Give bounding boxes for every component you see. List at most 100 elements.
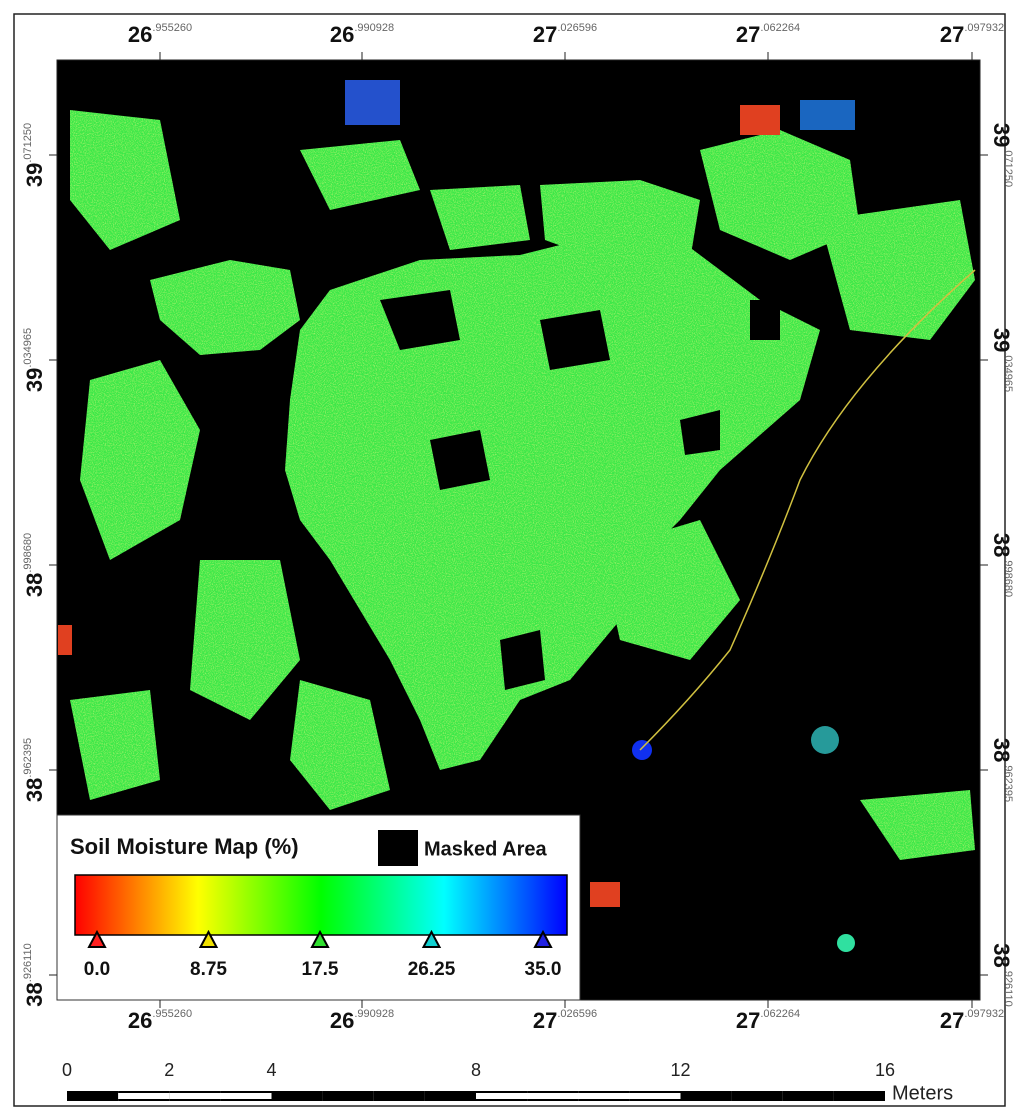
legend-tick-label: 8.75 bbox=[190, 959, 227, 980]
scale-tick-label: 8 bbox=[471, 1060, 481, 1080]
coord-fraction: .097932 bbox=[964, 1008, 1004, 1020]
coord-text: 26.955260 bbox=[128, 22, 192, 47]
coord-label: 26.955260 bbox=[128, 22, 192, 47]
legend-tick-label: 0.0 bbox=[84, 959, 110, 980]
coord-text: 27.062264 bbox=[736, 22, 800, 47]
coord-fraction: .026596 bbox=[557, 22, 597, 34]
coord-label: 26.990928 bbox=[330, 22, 394, 47]
coord-label: 38.962395 bbox=[22, 738, 47, 802]
coord-degree: 38 bbox=[22, 778, 47, 802]
scale-segment-light bbox=[220, 1093, 271, 1099]
coord-label: 39.071250 bbox=[22, 123, 47, 187]
coord-degree: 27 bbox=[940, 22, 964, 47]
coord-fraction: .071250 bbox=[22, 123, 34, 163]
coord-degree: 38 bbox=[989, 738, 1014, 762]
coord-text: 38.926110 bbox=[22, 943, 47, 1006]
legend-tick-label: 35.0 bbox=[525, 959, 562, 980]
coord-label: 39.034965 bbox=[989, 328, 1014, 392]
coord-degree: 39 bbox=[989, 123, 1014, 147]
coord-fraction: .071250 bbox=[1002, 147, 1014, 187]
coord-text: 27.062264 bbox=[736, 1008, 800, 1033]
coord-fraction: .062264 bbox=[760, 22, 800, 34]
coord-fraction: .926110 bbox=[22, 943, 34, 982]
coord-text: 38.998680 bbox=[989, 533, 1014, 597]
coord-text: 39.034965 bbox=[989, 328, 1014, 392]
coord-degree: 39 bbox=[22, 163, 47, 187]
scale-tick-label: 0 bbox=[62, 1060, 72, 1080]
coord-text: 39.034965 bbox=[22, 328, 47, 392]
legend-tick-label: 26.25 bbox=[408, 959, 456, 980]
coord-text: 26.955260 bbox=[128, 1008, 192, 1033]
coord-label: 27.097932 bbox=[940, 22, 1004, 47]
coord-degree: 27 bbox=[533, 22, 557, 47]
coord-label: 38.962395 bbox=[989, 738, 1014, 802]
legend-title: Soil Moisture Map (%) bbox=[70, 834, 299, 859]
coord-label: 39.071250 bbox=[989, 123, 1014, 187]
coord-fraction: .990928 bbox=[354, 1008, 394, 1020]
coord-degree: 27 bbox=[736, 1008, 760, 1033]
coord-text: 38.926110 bbox=[989, 943, 1014, 1006]
coord-text: 39.071250 bbox=[989, 123, 1014, 187]
scale-segment bbox=[425, 1091, 476, 1101]
coord-degree: 26 bbox=[128, 1008, 152, 1033]
coord-degree: 39 bbox=[22, 368, 47, 392]
coord-label: 27.026596 bbox=[533, 22, 597, 47]
coord-degree: 27 bbox=[940, 1008, 964, 1033]
coord-degree: 26 bbox=[330, 22, 354, 47]
coord-fraction: .034965 bbox=[22, 328, 34, 368]
scale-segment bbox=[732, 1091, 783, 1101]
coord-label: 38.926110 bbox=[989, 943, 1014, 1006]
scale-segment bbox=[834, 1091, 885, 1101]
scale-unit: Meters bbox=[892, 1082, 953, 1104]
scale-tick-label: 2 bbox=[164, 1060, 174, 1080]
color-bar bbox=[75, 875, 567, 935]
legend-tick-label: 17.5 bbox=[302, 959, 339, 980]
coord-label: 26.990928 bbox=[330, 1008, 394, 1033]
coord-label: 27.062264 bbox=[736, 1008, 800, 1033]
scale-segment bbox=[272, 1091, 323, 1101]
coord-fraction: .998680 bbox=[22, 533, 34, 573]
coord-label: 26.955260 bbox=[128, 1008, 192, 1033]
coord-text: 27.097932 bbox=[940, 22, 1004, 47]
coord-degree: 38 bbox=[989, 533, 1014, 557]
coord-label: 27.062264 bbox=[736, 22, 800, 47]
coord-text: 39.071250 bbox=[22, 123, 47, 187]
coord-text: 27.026596 bbox=[533, 1008, 597, 1033]
coord-text: 38.998680 bbox=[22, 533, 47, 597]
scale-segment bbox=[374, 1091, 425, 1101]
coord-fraction: .034965 bbox=[1002, 352, 1014, 392]
coord-degree: 38 bbox=[989, 943, 1014, 967]
coord-label: 39.034965 bbox=[22, 328, 47, 392]
coord-label: 38.998680 bbox=[989, 533, 1014, 597]
coord-degree: 38 bbox=[22, 573, 47, 597]
scale-segment bbox=[783, 1091, 834, 1101]
coord-fraction: .062264 bbox=[760, 1008, 800, 1020]
masked-label: Masked Area bbox=[424, 838, 548, 860]
coord-text: 27.097932 bbox=[940, 1008, 1004, 1033]
coord-fraction: .962395 bbox=[22, 738, 34, 778]
coord-degree: 39 bbox=[989, 328, 1014, 352]
map-figure: Soil Moisture Map (%) Masked Area 26.955… bbox=[0, 0, 1019, 1113]
scale-segment-light bbox=[476, 1093, 681, 1099]
coord-fraction: .962395 bbox=[1002, 762, 1014, 802]
scale-tick-label: 12 bbox=[670, 1060, 690, 1080]
coord-label: 38.926110 bbox=[22, 943, 47, 1006]
coord-fraction: .998680 bbox=[1002, 557, 1014, 597]
scale-segment-light bbox=[118, 1093, 169, 1099]
coord-text: 26.990928 bbox=[330, 1008, 394, 1033]
coord-label: 38.998680 bbox=[22, 533, 47, 597]
scale-segment bbox=[67, 1091, 118, 1101]
coord-text: 38.962395 bbox=[22, 738, 47, 802]
masked-swatch bbox=[378, 830, 418, 866]
scale-tick-label: 16 bbox=[875, 1060, 895, 1080]
coord-text: 26.990928 bbox=[330, 22, 394, 47]
coord-label: 27.026596 bbox=[533, 1008, 597, 1033]
coord-degree: 27 bbox=[533, 1008, 557, 1033]
coord-fraction: .955260 bbox=[152, 22, 192, 34]
coord-degree: 26 bbox=[330, 1008, 354, 1033]
coord-fraction: .990928 bbox=[354, 22, 394, 34]
coord-text: 27.026596 bbox=[533, 22, 597, 47]
coord-fraction: .955260 bbox=[152, 1008, 192, 1020]
coord-fraction: .926110 bbox=[1002, 968, 1014, 1007]
coord-degree: 27 bbox=[736, 22, 760, 47]
